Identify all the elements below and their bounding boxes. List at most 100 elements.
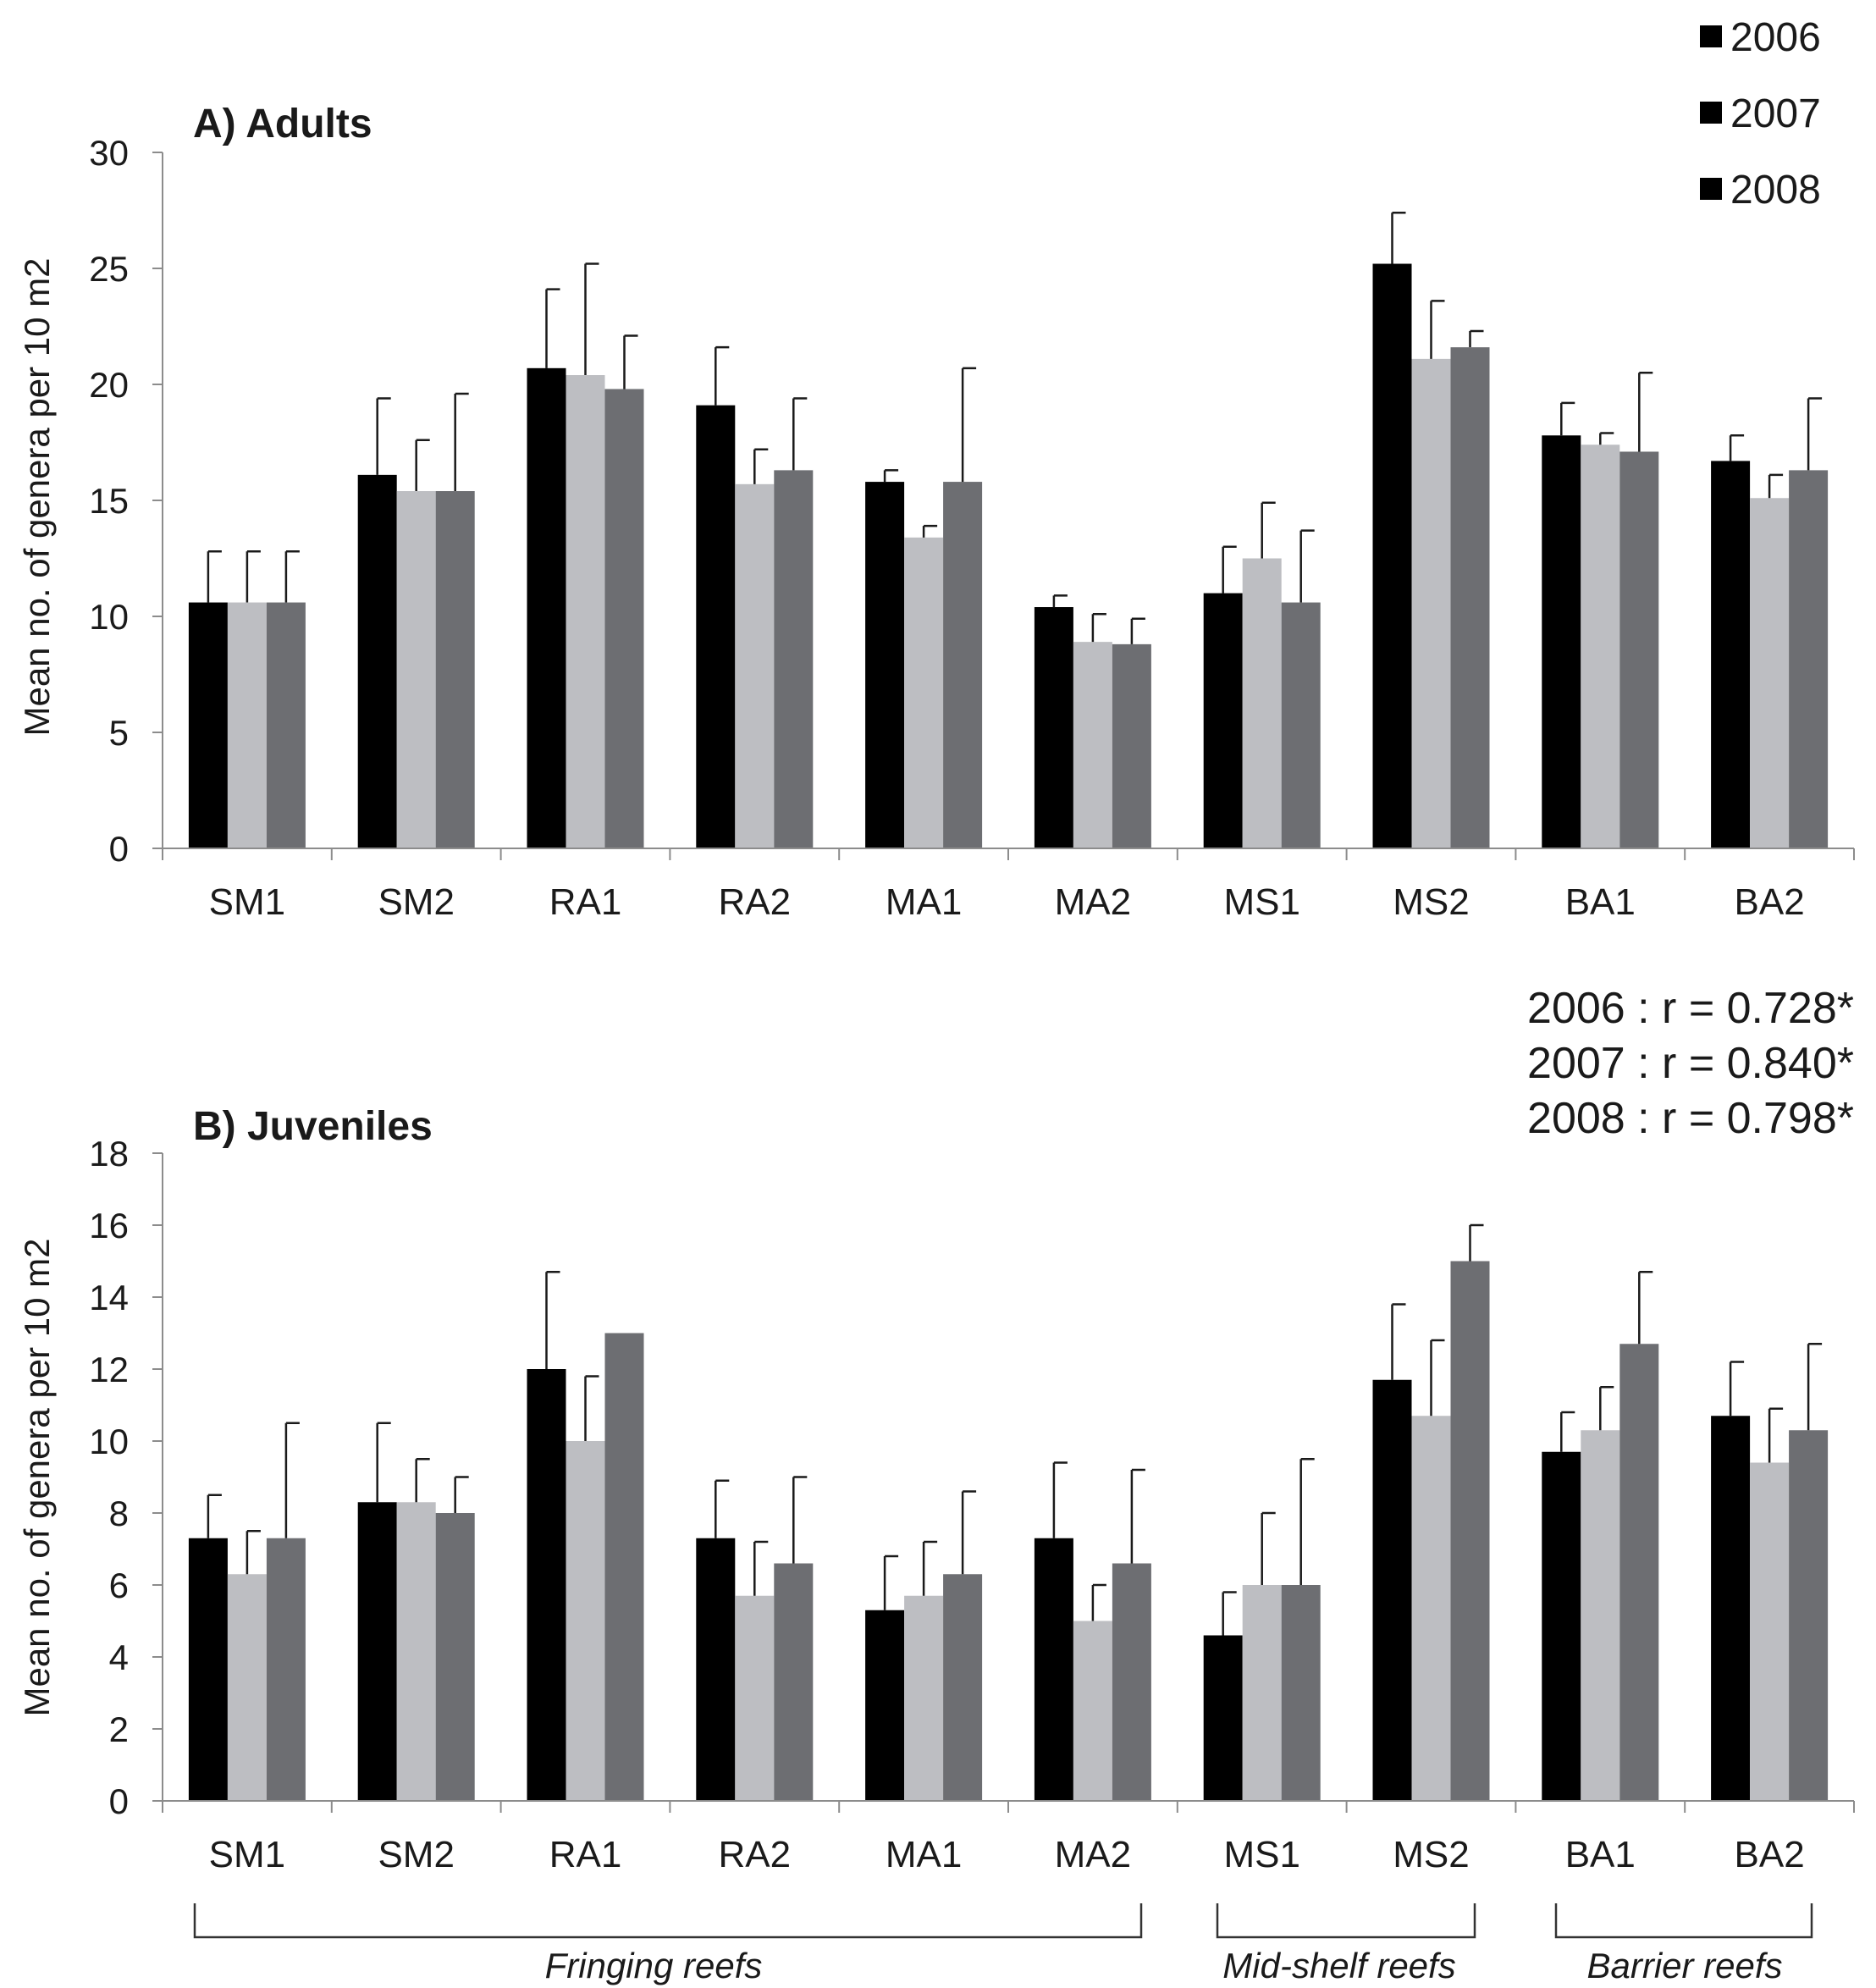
- bar-juveniles-ra1-2008: [604, 1333, 644, 1801]
- error-bar-adults-ba1-2007: [1599, 432, 1614, 445]
- error-bar-juveniles-ra2-2006: [715, 1479, 730, 1538]
- bar-juveniles-ba2-2007: [1750, 1462, 1790, 1801]
- y-tick-label-juveniles-1: 2: [109, 1709, 129, 1749]
- bar-adults-ma1-2007: [904, 537, 944, 848]
- error-bar-adults-sm2-2007: [415, 439, 430, 492]
- bar-adults-ra1-2008: [604, 389, 644, 849]
- bar-adults-ma2-2007: [1073, 642, 1112, 848]
- y-tick-label-adults-6: 30: [89, 133, 129, 173]
- bar-adults-ra1-2007: [566, 375, 605, 848]
- x-label-adults-ba1: BA1: [1565, 881, 1636, 923]
- bar-juveniles-ms1-2007: [1242, 1585, 1282, 1801]
- bar-adults-ms1-2007: [1242, 558, 1282, 848]
- error-bar-adults-ma1-2006: [883, 469, 899, 483]
- error-bar-adults-ms2-2006: [1391, 211, 1406, 264]
- bar-juveniles-ma1-2008: [943, 1574, 983, 1801]
- y-axis-title-adults: Mean no. of genera per 10 m2: [17, 257, 57, 736]
- bar-juveniles-ma2-2008: [1112, 1563, 1151, 1801]
- bar-adults-sm1-2008: [266, 602, 306, 848]
- stat-2008: 2008 : r = 0.798*: [1527, 1094, 1854, 1143]
- bar-adults-ms2-2007: [1411, 358, 1451, 848]
- error-bar-juveniles-ba1-2008: [1638, 1271, 1653, 1345]
- group-label-fringing-reefs: Fringing reefs: [545, 1946, 763, 1985]
- error-bar-juveniles-ma1-2008: [961, 1490, 977, 1575]
- legend-label-2006: 2006: [1730, 15, 1821, 60]
- bar-adults-ba1-2006: [1542, 435, 1581, 848]
- bar-adults-ba2-2006: [1711, 461, 1751, 848]
- error-bar-juveniles-ms2-2006: [1391, 1303, 1406, 1380]
- y-tick-label-adults-1: 5: [109, 713, 129, 753]
- error-bar-juveniles-ma1-2006: [883, 1555, 899, 1610]
- x-label-adults-ra2: RA2: [719, 881, 792, 923]
- error-bar-adults-ms2-2007: [1430, 300, 1445, 359]
- bar-adults-ma2-2006: [1034, 607, 1073, 848]
- bar-adults-sm1-2007: [227, 602, 267, 848]
- correlation-stats: 2006 : r = 0.728* 2007 : r = 0.840* 2008…: [1527, 984, 1854, 1143]
- y-tick-label-juveniles-2: 4: [109, 1637, 129, 1677]
- bar-juveniles-sm1-2008: [266, 1538, 306, 1801]
- error-bar-juveniles-ms2-2007: [1430, 1339, 1445, 1416]
- reef-group-brackets: Fringing reefs Mid-shelf reefs Barrier r…: [193, 1903, 1813, 1985]
- x-label-juveniles-sm1: SM1: [209, 1834, 285, 1875]
- error-bar-adults-ms1-2006: [1222, 545, 1237, 594]
- error-bar-adults-sm2-2006: [376, 397, 391, 475]
- bracket-barrier-reefs: [1554, 1903, 1813, 1939]
- error-bar-adults-ba2-2008: [1807, 397, 1823, 471]
- bar-juveniles-ms1-2006: [1203, 1635, 1243, 1801]
- bar-juveniles-sm1-2007: [227, 1574, 267, 1801]
- bar-juveniles-ma2-2006: [1034, 1538, 1073, 1801]
- bar-juveniles-ba1-2006: [1542, 1451, 1581, 1801]
- error-bar-juveniles-ms1-2008: [1299, 1458, 1315, 1585]
- bar-juveniles-ba2-2008: [1789, 1430, 1829, 1801]
- y-tick-label-adults-3: 15: [89, 481, 129, 521]
- error-bar-adults-sm1-2006: [207, 550, 222, 603]
- legend-swatch-2006: [1700, 25, 1722, 47]
- error-bar-adults-sm1-2008: [284, 550, 300, 603]
- error-bar-juveniles-ra1-2006: [545, 1271, 560, 1369]
- error-bar-juveniles-ma1-2007: [922, 1540, 938, 1596]
- x-label-juveniles-ma2: MA2: [1055, 1834, 1131, 1875]
- error-bar-juveniles-sm2-2006: [376, 1422, 391, 1503]
- bar-juveniles-ra1-2007: [566, 1441, 605, 1801]
- bar-adults-ba2-2008: [1789, 470, 1829, 848]
- bar-juveniles-ms1-2008: [1281, 1585, 1321, 1801]
- x-label-juveniles-ra2: RA2: [719, 1834, 792, 1875]
- error-bars-adults: [207, 211, 1823, 644]
- x-label-juveniles-ba2: BA2: [1735, 1834, 1805, 1875]
- y-tick-label-adults-4: 20: [89, 365, 129, 405]
- x-label-adults-ma1: MA1: [886, 881, 962, 923]
- bar-juveniles-ma2-2007: [1073, 1621, 1112, 1801]
- bar-adults-ms1-2008: [1281, 602, 1321, 848]
- error-bar-adults-ms1-2008: [1299, 529, 1315, 603]
- bar-juveniles-ma1-2006: [865, 1610, 905, 1801]
- bar-adults-ms2-2008: [1450, 347, 1490, 848]
- bar-juveniles-ra1-2006: [527, 1369, 566, 1801]
- legend-label-2008: 2008: [1730, 168, 1821, 213]
- error-bar-adults-ba2-2007: [1768, 473, 1784, 499]
- error-bar-adults-ra2-2007: [753, 448, 769, 484]
- bars-juveniles: [188, 1261, 1829, 1801]
- error-bar-juveniles-ba1-2007: [1599, 1386, 1614, 1431]
- bar-adults-ra2-2008: [774, 470, 814, 848]
- stat-2007: 2007 : r = 0.840*: [1527, 1039, 1854, 1088]
- error-bar-juveniles-ma2-2006: [1052, 1461, 1068, 1538]
- x-label-adults-ba2: BA2: [1735, 881, 1805, 923]
- bar-adults-sm2-2008: [435, 491, 475, 848]
- x-label-juveniles-ms1: MS1: [1223, 1834, 1299, 1875]
- error-bar-adults-ms1-2007: [1261, 501, 1276, 559]
- x-label-juveniles-sm2: SM2: [378, 1834, 454, 1875]
- bracket-fringing-reefs: [193, 1903, 1143, 1939]
- bar-juveniles-sm2-2007: [396, 1502, 436, 1801]
- error-bar-juveniles-ma2-2007: [1091, 1583, 1106, 1621]
- bar-adults-ra1-2006: [527, 367, 566, 848]
- error-bar-juveniles-ra2-2008: [792, 1476, 808, 1564]
- y-tick-label-juveniles-5: 10: [89, 1422, 129, 1461]
- bar-juveniles-ba1-2008: [1619, 1344, 1659, 1801]
- error-bar-adults-ma2-2008: [1130, 617, 1145, 644]
- error-bar-adults-ra1-2006: [545, 288, 560, 368]
- stat-2006: 2006 : r = 0.728*: [1527, 984, 1854, 1033]
- bar-adults-ma1-2006: [865, 482, 905, 848]
- error-bar-adults-sm1-2007: [246, 550, 261, 603]
- error-bar-juveniles-ra2-2007: [753, 1540, 769, 1596]
